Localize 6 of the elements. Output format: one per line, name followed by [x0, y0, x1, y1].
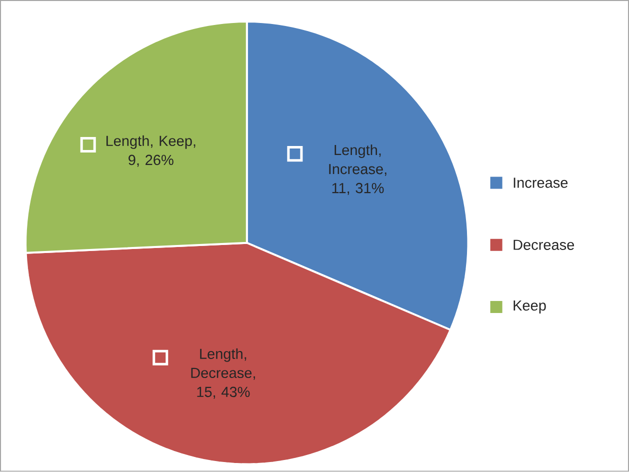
legend-label: Increase: [514, 178, 568, 188]
legend-label: Decrease: [514, 240, 574, 250]
data-label: Length, Increase, 11, 31%: [329, 144, 386, 196]
data-label: Length, Decrease, 15, 43%: [191, 348, 255, 399]
legend-label: Keep: [514, 300, 546, 314]
data-label: Length, Keep, 9, 26%: [106, 136, 196, 167]
